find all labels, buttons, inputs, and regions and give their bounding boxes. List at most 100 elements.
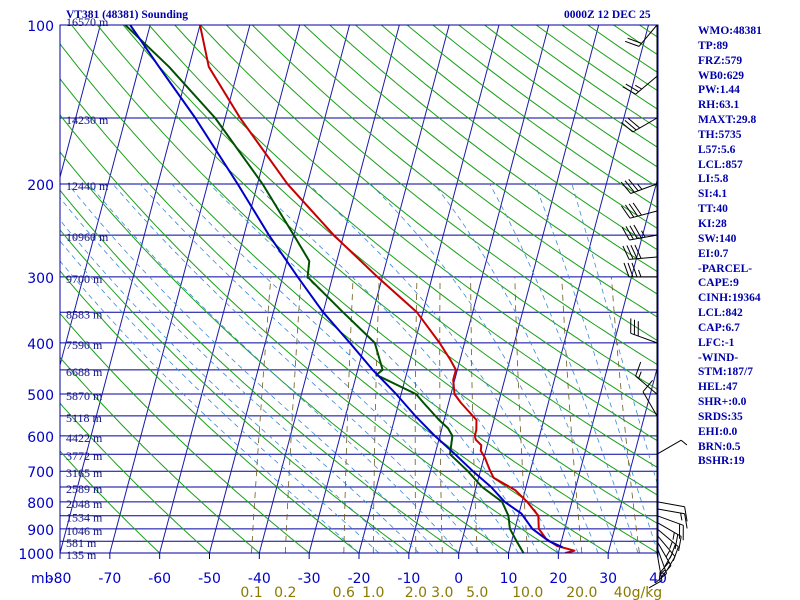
dry-adiabat-line [251, 25, 658, 342]
stat-line: PW:1.44 [698, 84, 740, 97]
temperature-tick-label: -20 [348, 571, 371, 587]
isotherm-line [258, 25, 400, 553]
pressure-tick-label: 400 [27, 337, 54, 353]
wind-barb [656, 501, 688, 522]
wind-barb [624, 24, 658, 47]
temperature-tick-label: 10 [500, 571, 518, 587]
moist-adiabat-line [60, 240, 380, 553]
wind-barb [656, 540, 672, 578]
pressure-tick-label: 900 [27, 523, 54, 539]
moist-adiabat-line [571, 183, 658, 488]
stat-line: TH:5735 [698, 128, 742, 141]
height-label: 1534 m [66, 511, 103, 525]
temperature-tick-label: -50 [198, 571, 221, 587]
pressure-tick-label: 300 [27, 271, 54, 287]
stat-line: EI:0.7 [698, 247, 729, 260]
dry-adiabat-line [329, 25, 658, 273]
isotherm-line [607, 363, 658, 553]
moist-adiabat-line [254, 183, 559, 553]
stat-line: -PARCEL- [698, 262, 753, 275]
height-label: 2048 m [66, 497, 103, 511]
stat-line: HEL:47 [698, 381, 738, 394]
isotherm-grid [60, 25, 658, 553]
dry-adiabat-line [277, 25, 658, 319]
dry-adiabat-line [60, 114, 559, 553]
mixing-ratio-line [251, 276, 272, 553]
moist-adiabat-grid [60, 183, 658, 553]
isotherm-line [458, 25, 600, 553]
dry-adiabat-line [60, 270, 360, 553]
height-label: 135 m [66, 548, 97, 562]
temperature-tick-label: 0 [454, 571, 463, 587]
stat-line: SI:4.1 [698, 188, 728, 201]
height-label: 12440 m [66, 179, 109, 193]
isotherm-line [209, 25, 350, 553]
pressure-tick-label: 600 [27, 430, 54, 446]
pressure-unit-label: mb [31, 571, 54, 587]
dry-adiabat-line [60, 78, 609, 553]
stat-line: LCL:857 [698, 158, 743, 171]
height-label: 14230 m [66, 113, 109, 127]
isotherm-line [60, 25, 101, 180]
moist-adiabat-line [60, 260, 360, 553]
stat-line: CAP:6.7 [698, 321, 740, 334]
pressure-tick-label: 1000 [18, 547, 54, 563]
pressure-tick-label: 500 [27, 388, 54, 404]
moist-adiabat-line [67, 183, 439, 553]
mixing-ratio-label: 3.0 [431, 585, 453, 600]
height-label: 16570 m [66, 15, 109, 29]
pressure-axis: 100 200 300 400 500 600 700 800 900 1000 [18, 19, 54, 563]
mixing-ratio-axis: 0.1 0.2 0.6 1.0 2.0 3.0 5.0 10.0 20.0 40g/kg [240, 585, 662, 600]
height-label: 1046 m [66, 524, 103, 538]
temperature-axis: -80 -70 -60 -50 -40 -30 -20 -10 0 10 20 30 40 [49, 553, 667, 587]
temperature-tick-label: -10 [397, 571, 420, 587]
wind-barb [621, 224, 658, 241]
dry-adiabat-line [769, 25, 800, 553]
dry-adiabat-line [60, 151, 509, 553]
stat-line: CINH:19364 [698, 292, 761, 305]
parcel-line [129, 25, 563, 549]
stat-line: MAXT:29.8 [698, 114, 757, 127]
mixing-ratio-label: 0.1 [240, 585, 262, 600]
stat-line: LI:5.8 [698, 173, 729, 186]
plot-frame [59, 24, 659, 554]
wind-barb [622, 75, 658, 95]
mixing-ratio-line [611, 276, 640, 553]
wind-barb [630, 318, 658, 344]
temperature-tick-label: -80 [49, 571, 72, 587]
sounding-title: VT381 (48381) Sounding [66, 9, 189, 21]
mixing-ratio-line [439, 276, 443, 553]
moist-adiabat-line [433, 183, 619, 553]
temperature-tick-label: 30 [599, 571, 617, 587]
dry-adiabat-line [60, 450, 161, 553]
dry-adiabat-grid [60, 25, 800, 553]
isotherm-line [557, 175, 658, 553]
mixing-ratio-line [343, 276, 354, 553]
stat-line: WB0:629 [698, 69, 744, 82]
wind-barb [656, 534, 676, 570]
stat-line: SHR+:0.0 [698, 396, 747, 409]
pressure-tick-label: 700 [27, 465, 54, 481]
stat-line: LFC:-1 [698, 336, 735, 349]
wind-barb [622, 244, 658, 260]
wind-barb [656, 521, 682, 552]
temperature-tick-label: -40 [248, 571, 271, 587]
stat-line: LCL:842 [698, 307, 743, 320]
mixing-ratio-label: 40g/kg [614, 585, 662, 600]
wind-barb [635, 361, 658, 395]
height-label: 3165 m [66, 466, 103, 480]
moist-adiabat-line [139, 183, 499, 553]
isotherm-line [408, 25, 550, 553]
sounding-series [124, 25, 576, 553]
sounding-time: 0000Z 12 DEC 25 [564, 9, 651, 21]
stat-line: CAPE:9 [698, 277, 739, 290]
wind-barb [620, 178, 658, 194]
height-label: 10960 m [66, 230, 109, 244]
dry-adiabat-line [587, 25, 658, 74]
height-label: 9700 m [66, 272, 103, 286]
height-label: 5118 m [66, 411, 103, 425]
dry-adiabat-line [60, 43, 658, 553]
dry-adiabat-line [60, 402, 210, 553]
mixing-ratio-line [514, 276, 529, 553]
